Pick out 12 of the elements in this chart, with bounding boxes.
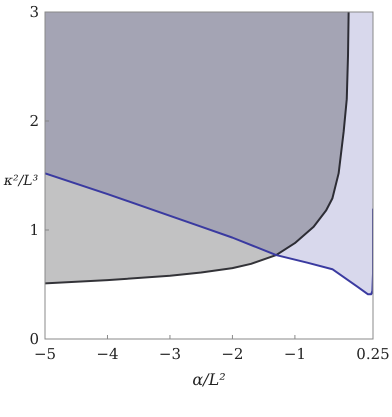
y-tick-label: 0: [29, 330, 39, 348]
x-tick-label: −5: [34, 345, 56, 363]
x-tick-label: −4: [96, 345, 119, 363]
y-tick-label: 1: [29, 221, 39, 239]
x-tick-label: 0.25: [356, 345, 390, 363]
x-tick-label: −3: [158, 345, 182, 363]
x-axis-title: α/L²: [192, 370, 226, 389]
y-tick-label: 3: [29, 3, 39, 21]
x-tick-label: −1: [284, 345, 306, 363]
x-tick-label: −2: [221, 345, 244, 363]
y-tick-label: 2: [29, 112, 39, 130]
y-axis-title: κ²/L³: [2, 173, 39, 189]
